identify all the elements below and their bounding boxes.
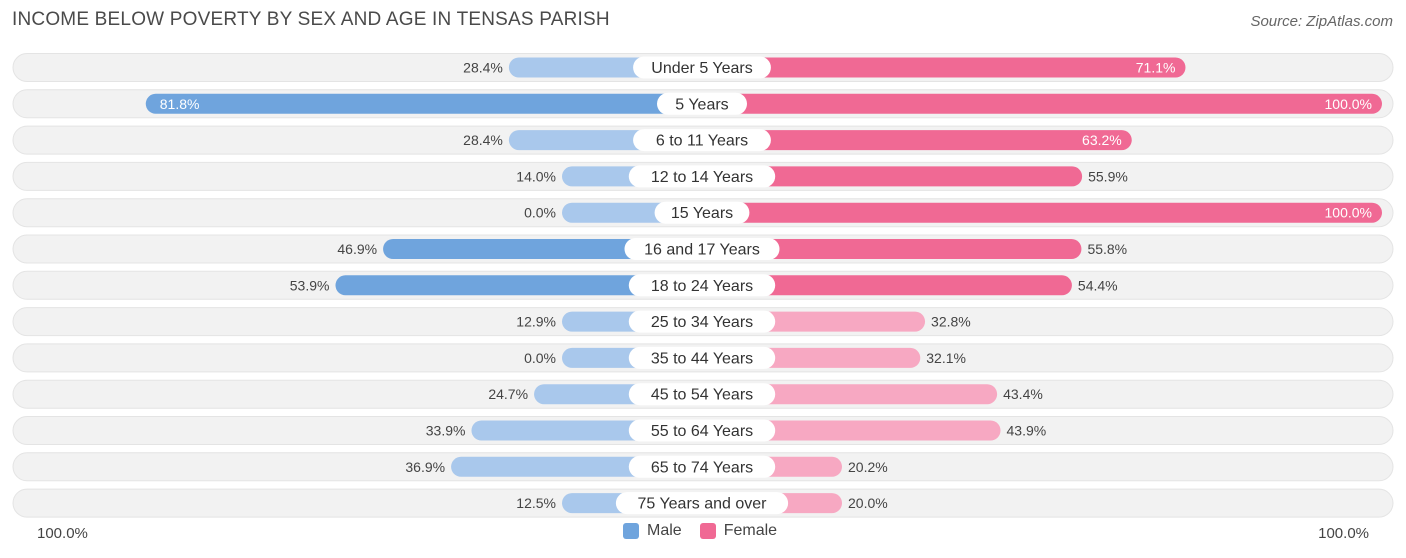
value-label-female: 43.4% (1003, 386, 1043, 402)
category-label: 65 to 74 Years (651, 459, 753, 476)
axis-right-label: 100.0% (1318, 525, 1369, 542)
category-pill (628, 419, 776, 442)
chart-title: INCOME BELOW POVERTY BY SEX AND AGE IN T… (12, 9, 610, 30)
value-label-female: 32.8% (931, 314, 971, 330)
bar-female (702, 239, 1082, 259)
category-pill (628, 346, 776, 369)
category-label: 35 to 44 Years (651, 350, 753, 367)
category-pill (615, 492, 789, 515)
category-pill (628, 165, 776, 188)
bar-female (702, 202, 1382, 223)
value-label-male: 0.0% (524, 350, 556, 366)
category-label: 12 to 14 Years (651, 169, 753, 186)
value-label-female: 43.9% (1007, 423, 1047, 439)
category-pill (654, 201, 750, 224)
value-label-male: 24.7% (488, 386, 528, 402)
legend-swatch-male (623, 523, 639, 539)
value-label-male: 12.5% (516, 495, 556, 511)
category-pill (628, 274, 776, 297)
bar-female (702, 130, 1132, 151)
bar-female (702, 384, 998, 405)
bar-female (702, 57, 1186, 78)
value-label-male: 14.0% (516, 168, 556, 184)
value-label-female: 100.0% (1325, 205, 1372, 221)
legend-label-male: Male (647, 522, 682, 539)
category-pill (633, 56, 771, 79)
category-label: 45 to 54 Years (651, 387, 753, 404)
category-label: 75 Years and over (638, 496, 768, 513)
value-label-female: 20.2% (848, 459, 888, 475)
bar-female (702, 420, 1001, 441)
bar-male (335, 275, 702, 296)
value-label-male: 81.8% (160, 96, 200, 112)
value-label-female: 71.1% (1136, 60, 1176, 76)
value-label-female: 20.0% (848, 495, 888, 511)
category-pill (624, 238, 780, 260)
legend: Male Female (623, 522, 787, 540)
value-label-male: 28.4% (463, 132, 503, 148)
category-pill (633, 129, 771, 152)
category-label: 16 and 17 Years (644, 242, 760, 259)
axis-left-label: 100.0% (37, 525, 88, 542)
category-pill (628, 383, 776, 406)
source-label: Source: ZipAtlas.com (1250, 13, 1393, 30)
value-label-male: 36.9% (405, 459, 445, 475)
value-label-female: 55.8% (1087, 241, 1127, 257)
value-label-female: 54.4% (1078, 277, 1118, 293)
category-label: Under 5 Years (651, 60, 752, 77)
value-label-female: 32.1% (926, 350, 966, 366)
category-label: 25 to 34 Years (651, 314, 753, 331)
category-pill (628, 310, 776, 333)
category-label: 6 to 11 Years (656, 133, 748, 150)
category-pill (657, 92, 747, 115)
category-label: 15 Years (671, 205, 733, 222)
value-label-male: 28.4% (463, 60, 503, 76)
bar-chart: 28.4% 71.1% Under 5 Years 81.8% 100.0% 5 Year… (12, 53, 1394, 518)
legend-label-female: Female (723, 522, 778, 539)
category-label: 18 to 24 Years (651, 278, 753, 295)
value-label-female: 55.9% (1088, 168, 1128, 184)
value-label-male: 53.9% (290, 277, 330, 293)
legend-item-male: Male (623, 522, 682, 540)
value-label-female: 63.2% (1082, 132, 1122, 148)
value-label-male: 33.9% (426, 423, 466, 439)
bar-male (145, 93, 702, 114)
value-label-female: 100.0% (1325, 96, 1372, 112)
bar-female (702, 166, 1083, 187)
value-label-male: 12.9% (516, 314, 556, 330)
bar-female (702, 93, 1382, 114)
legend-swatch-female (699, 523, 716, 539)
bar-male (383, 239, 702, 259)
value-label-male: 46.9% (337, 241, 377, 257)
bar-female (702, 275, 1072, 296)
category-label: 55 to 64 Years (651, 423, 753, 440)
legend-item-female: Female (699, 522, 778, 540)
category-label: 5 Years (675, 96, 728, 113)
value-label-male: 0.0% (524, 205, 556, 221)
category-pill (628, 455, 776, 478)
